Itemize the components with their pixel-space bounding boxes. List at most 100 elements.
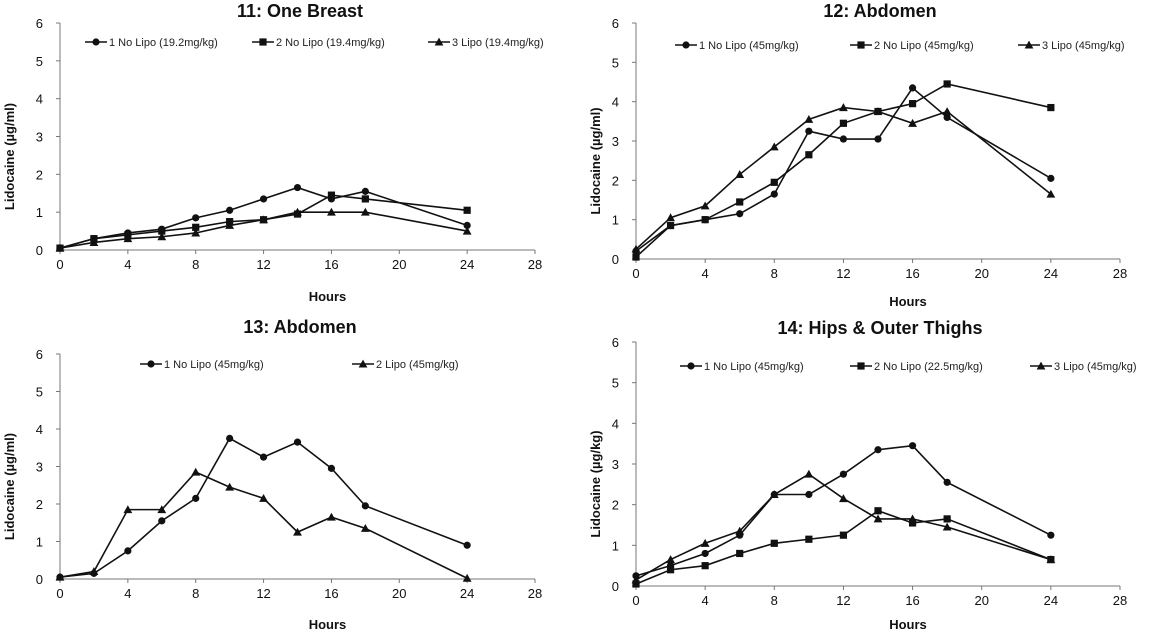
x-tick-label: 20 (974, 266, 988, 281)
data-point (805, 535, 813, 543)
y-tick-label: 5 (612, 55, 619, 70)
data-point (192, 214, 200, 222)
data-point (327, 464, 336, 472)
data-point (123, 234, 133, 243)
y-tick-label: 6 (612, 335, 619, 350)
data-point (259, 215, 268, 224)
series-3 (631, 103, 1056, 253)
data-point (462, 226, 472, 235)
data-point (770, 190, 778, 198)
x-tick-label: 8 (192, 586, 199, 601)
data-point (225, 221, 235, 229)
data-point (327, 191, 336, 199)
legend-marker (358, 359, 368, 368)
data-point (666, 221, 675, 230)
data-point (770, 539, 778, 547)
y-tick-label: 5 (36, 385, 43, 400)
data-point (259, 453, 268, 461)
y-tick-label: 2 (612, 498, 619, 513)
data-point (666, 213, 675, 222)
data-point (462, 573, 472, 582)
y-tick-label: 1 (36, 205, 43, 220)
data-point (700, 201, 710, 210)
data-point (361, 195, 369, 203)
data-point (1047, 174, 1055, 182)
y-tick-label: 4 (36, 422, 43, 437)
data-point (908, 118, 917, 127)
legend-marker (682, 41, 690, 49)
x-tick-label: 24 (460, 586, 474, 601)
legend-item: 2 No Lipo (19.4mg/kg) (252, 37, 385, 49)
x-tick-label: 16 (324, 257, 338, 272)
data-point (192, 223, 200, 231)
y-tick-label: 5 (612, 376, 619, 391)
data-point (666, 566, 675, 574)
x-axis-label: Hours (889, 294, 927, 309)
legend-label: 2 No Lipo (22.5mg/kg) (874, 361, 983, 373)
data-point (735, 526, 745, 535)
data-point (805, 127, 813, 135)
data-point (908, 442, 917, 450)
data-point (701, 549, 709, 558)
x-tick-label: 8 (192, 257, 199, 272)
y-tick-label: 1 (36, 535, 43, 550)
data-point (908, 519, 917, 527)
series-line (635, 444, 1052, 577)
x-tick-label: 24 (1044, 266, 1058, 281)
x-tick-label: 0 (632, 266, 639, 281)
data-point (55, 572, 65, 581)
y-tick-label: 3 (612, 457, 619, 472)
series-1 (56, 434, 471, 581)
data-point (908, 514, 917, 523)
y-tick-label: 2 (36, 167, 43, 182)
data-point (701, 562, 709, 570)
series-line (635, 86, 1052, 252)
y-tick-label: 3 (36, 130, 43, 145)
x-tick-label: 24 (460, 257, 474, 272)
data-point (839, 135, 848, 143)
x-tick-label: 16 (905, 266, 919, 281)
legend-label: 1 No Lipo (45mg/kg) (699, 40, 799, 52)
y-tick-label: 1 (612, 538, 619, 553)
data-point (943, 80, 951, 88)
data-point (874, 135, 882, 143)
y-tick-label: 6 (36, 16, 43, 31)
data-point (735, 170, 745, 178)
legend-label: 1 No Lipo (45mg/kg) (164, 359, 264, 371)
data-point (360, 523, 370, 532)
data-point (463, 206, 471, 214)
y-tick-label: 6 (612, 16, 619, 31)
data-point (839, 470, 848, 478)
legend-item: 3 Lipo (45mg/kg) (1030, 361, 1137, 373)
data-point (1047, 103, 1055, 112)
legend-item: 3 Lipo (45mg/kg) (1018, 40, 1125, 52)
chart-title: 12: Abdomen (823, 1, 936, 21)
y-tick-label: 1 (612, 213, 619, 228)
legend-marker (1024, 40, 1034, 49)
y-tick-label: 4 (612, 95, 619, 110)
x-tick-label: 16 (905, 593, 919, 608)
data-point (226, 206, 234, 214)
legend-marker (434, 37, 444, 46)
data-point (736, 549, 744, 558)
y-tick-label: 5 (36, 54, 43, 69)
data-point (225, 482, 235, 491)
data-point (124, 547, 132, 555)
legend-label: 3 Lipo (45mg/kg) (1042, 40, 1125, 52)
x-tick-label: 4 (124, 586, 131, 601)
series-line (635, 106, 1052, 250)
legend-item: 3 Lipo (19.4mg/kg) (428, 37, 544, 49)
data-point (942, 522, 952, 531)
x-tick-label: 12 (836, 266, 850, 281)
legend-label: 1 No Lipo (19.2mg/kg) (109, 37, 218, 49)
legend-item: 2 No Lipo (22.5mg/kg) (850, 361, 983, 373)
data-point (943, 113, 951, 121)
data-point (89, 238, 99, 246)
legend-marker (147, 360, 155, 368)
series-3 (55, 207, 472, 252)
legend-item: 1 No Lipo (45mg/kg) (675, 40, 799, 52)
y-tick-label: 3 (612, 134, 619, 149)
y-tick-label: 2 (612, 173, 619, 188)
data-point (293, 438, 302, 446)
series-3 (631, 469, 1056, 584)
